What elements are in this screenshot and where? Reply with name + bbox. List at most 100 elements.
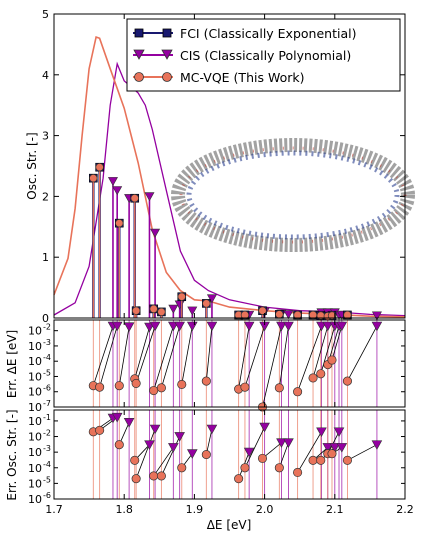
bottom-cis-point-13 <box>316 427 327 438</box>
middle-cis-point-9 <box>243 321 255 332</box>
bottom-mcvqe-point-6 <box>156 471 166 481</box>
mcvqe-stick-marker-0 <box>89 174 98 183</box>
bottom-cis-point-17 <box>336 443 348 453</box>
middle-connector-10 <box>244 325 265 388</box>
top-panel-layer <box>53 36 406 321</box>
bottom-cis-point-6 <box>174 432 185 442</box>
middle-ytick-exp-2: -5 <box>43 368 51 377</box>
bottom-mcvqe-point-17 <box>327 449 337 459</box>
middle-connector-13 <box>297 325 322 392</box>
middle-mcvqe-point-1 <box>95 382 105 392</box>
bottom-cis-point-2 <box>123 418 135 428</box>
bottom-ytick-base-2: 10 <box>28 462 42 475</box>
middle-cis-point-8 <box>206 321 218 332</box>
xtick-label-4: 2.1 <box>326 503 344 516</box>
molecule-ring-outer <box>171 138 415 252</box>
bottom-mcvqe-point-9 <box>234 474 244 484</box>
middle-cis-point-17 <box>336 321 348 332</box>
bottom-cis-point-11 <box>276 438 287 448</box>
xtick-label-3: 2.0 <box>256 503 274 516</box>
middle-mcvqe-point-6 <box>156 383 166 393</box>
bottom-panel-border <box>53 409 406 500</box>
x-axis-label: ΔE [eV] <box>207 518 252 532</box>
legend-entry-fci: FCI (Classically Exponential) <box>133 26 356 41</box>
middle-connector-1 <box>99 325 118 388</box>
middle-connector-12 <box>278 326 289 388</box>
mcvqe-stick-marker-12 <box>275 310 284 319</box>
mcvqe-stick-marker-5 <box>149 304 158 314</box>
mcvqe-stick-marker-6 <box>157 307 166 317</box>
bottom-ytick-exp-3: -3 <box>43 444 51 453</box>
middle-cis-point-6 <box>174 321 185 332</box>
bottom-mcvqe-point-10 <box>240 463 250 473</box>
middle-mcvqe-point-18 <box>342 376 352 386</box>
middle-ytick-exp-5: -2 <box>43 323 51 332</box>
bottom-mcvqe-point-5 <box>149 471 159 481</box>
top-ytick-label-4: 4 <box>42 69 49 82</box>
cis-stick-marker-12 <box>283 310 294 320</box>
cis-stick-marker-1 <box>112 186 123 196</box>
middle-connector-4 <box>135 325 156 384</box>
top-ytick-label-5: 5 <box>42 8 49 21</box>
bottom-panel-frame <box>54 410 405 499</box>
top-ytick-label-0: 0 <box>42 312 49 325</box>
top-ylabel: Osc. Str. [-] <box>25 132 39 199</box>
mcvqe-stick-marker-10 <box>240 310 250 320</box>
bottom-cis-point-9 <box>243 447 255 458</box>
middle-cis-point-18 <box>371 321 383 332</box>
legend-fci-marker-left <box>134 28 144 38</box>
bottom-connector-5 <box>153 447 174 477</box>
mcvqe-stick-marker-7 <box>177 292 186 301</box>
bottom-mcvqe-point-12 <box>274 463 284 473</box>
bottom-ytick-base-5: 10 <box>28 415 42 428</box>
cis-stick-marker-7 <box>187 306 198 316</box>
middle-connector-2 <box>118 326 130 386</box>
middle-ylabel: Err. ΔE [eV] <box>5 330 19 398</box>
bottom-connector-13 <box>297 431 322 473</box>
legend-cis-marker-right <box>161 49 173 60</box>
bottom-mcvqe-point-8 <box>201 450 211 460</box>
bottom-ytick-base-1: 10 <box>28 477 42 490</box>
middle-ytick-exp-3: -4 <box>43 353 51 362</box>
legend-entry-mcvqe: MC-VQE (This Work) <box>133 70 304 85</box>
middle-connector-8 <box>205 326 213 382</box>
middle-ytick-base-4: 10 <box>28 340 42 353</box>
middle-connector-15 <box>320 325 336 374</box>
legend-entry-cis: CIS (Classically Polynomial) <box>133 48 351 63</box>
middle-panel-layer <box>88 320 383 412</box>
bottom-ylabel: Err. Osc. Str. [-] <box>5 409 19 500</box>
bottom-cis-point-5 <box>168 443 179 453</box>
mcvqe-stick-marker-17 <box>327 311 337 320</box>
bottom-cis-point-15 <box>329 443 341 453</box>
bottom-connector-10 <box>244 426 265 468</box>
bottom-ytick-base-0: 10 <box>28 493 42 506</box>
middle-connector-6 <box>161 325 181 388</box>
cis-stick-marker-8 <box>206 294 217 304</box>
bottom-ytick-base-4: 10 <box>28 431 42 444</box>
bottom-mcvqe-point-14 <box>308 455 318 465</box>
mcvqe-stick-marker-11 <box>258 306 267 315</box>
middle-mcvqe-point-15 <box>316 369 326 379</box>
legend-fci-label: FCI (Classically Exponential) <box>180 26 356 41</box>
middle-cis-point-12 <box>283 321 294 332</box>
middle-mcvqe-point-14 <box>308 373 318 383</box>
middle-cis-point-4 <box>149 321 161 332</box>
middle-mcvqe-point-2 <box>114 381 124 391</box>
bottom-cis-point-12 <box>283 438 294 448</box>
middle-connector-0 <box>92 325 114 386</box>
cis-broadened-spectrum <box>53 61 406 317</box>
bottom-mcvqe-point-1 <box>95 425 105 435</box>
middle-connector-7 <box>181 326 193 385</box>
top-ytick-label-3: 3 <box>42 130 49 143</box>
bottom-mcvqe-point-18 <box>342 455 352 465</box>
bottom-ytick-exp-0: -6 <box>43 491 51 500</box>
middle-mcvqe-point-4 <box>131 378 141 388</box>
bottom-mcvqe-point-7 <box>177 463 187 473</box>
legend-mcvqe-marker-left <box>134 72 144 82</box>
middle-ytick-exp-0: -7 <box>43 399 51 408</box>
middle-connector-9 <box>238 326 250 390</box>
bottom-connector-18 <box>347 444 378 461</box>
middle-mcvqe-point-8 <box>201 376 211 386</box>
